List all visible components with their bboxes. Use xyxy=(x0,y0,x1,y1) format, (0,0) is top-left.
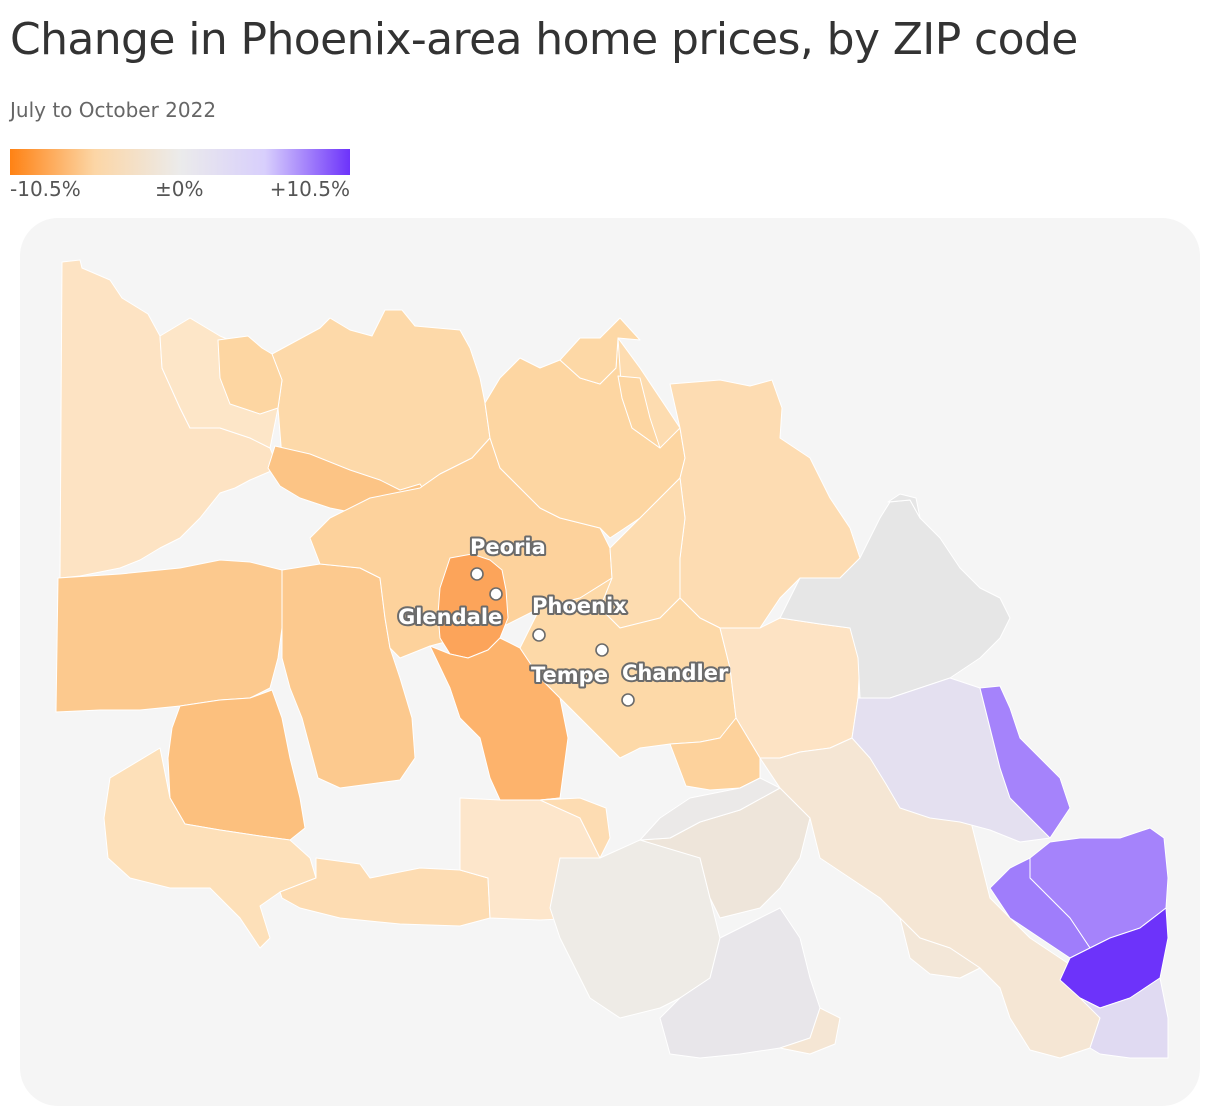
glendale-dot xyxy=(489,587,503,601)
zip-region[interactable] xyxy=(167,689,306,841)
legend-labels: -10.5% ±0% +10.5% xyxy=(10,177,350,203)
peoria-dot xyxy=(470,567,484,581)
zip-region[interactable] xyxy=(559,317,641,385)
zip-region[interactable] xyxy=(539,797,611,859)
zip-region[interactable] xyxy=(779,499,1011,699)
city-label-tempe: Tempe xyxy=(531,663,608,687)
city-label-chandler: Chandler xyxy=(622,661,729,685)
zip-region[interactable] xyxy=(779,1007,841,1055)
legend-min-label: -10.5% xyxy=(10,177,81,201)
zip-region[interactable] xyxy=(617,375,661,449)
zip-region[interactable] xyxy=(1079,977,1169,1059)
chart-title: Change in Phoenix-area home prices, by Z… xyxy=(10,14,1078,65)
color-legend: -10.5% ±0% +10.5% xyxy=(10,149,350,203)
city-label-glendale: Glendale xyxy=(398,605,502,629)
legend-mid-label: ±0% xyxy=(155,177,204,201)
chandler-dot xyxy=(621,693,635,707)
zip-region[interactable] xyxy=(989,857,1091,959)
zip-region[interactable] xyxy=(217,335,283,415)
phoenix-dot xyxy=(532,628,546,642)
legend-gradient-bar xyxy=(10,149,350,175)
zip-region[interactable] xyxy=(899,917,981,979)
map-panel: Peoria Glendale Phoenix Tempe Chandler xyxy=(20,218,1200,1106)
zip-region[interactable] xyxy=(669,717,761,791)
zip-region[interactable] xyxy=(887,493,921,519)
city-label-peoria: Peoria xyxy=(470,535,546,559)
zip-region[interactable] xyxy=(279,857,491,927)
zip-region[interactable] xyxy=(979,685,1071,839)
zip-choropleth-map: Peoria Glendale Phoenix Tempe Chandler xyxy=(20,218,1200,1106)
zip-region[interactable] xyxy=(103,747,317,949)
chart-subtitle: July to October 2022 xyxy=(10,98,217,122)
city-label-phoenix: Phoenix xyxy=(532,594,627,618)
legend-max-label: +10.5% xyxy=(269,177,350,201)
zip-region[interactable] xyxy=(55,559,283,713)
zip-region[interactable] xyxy=(639,777,781,841)
zip-region[interactable] xyxy=(429,637,569,801)
tempe-dot xyxy=(595,643,609,657)
